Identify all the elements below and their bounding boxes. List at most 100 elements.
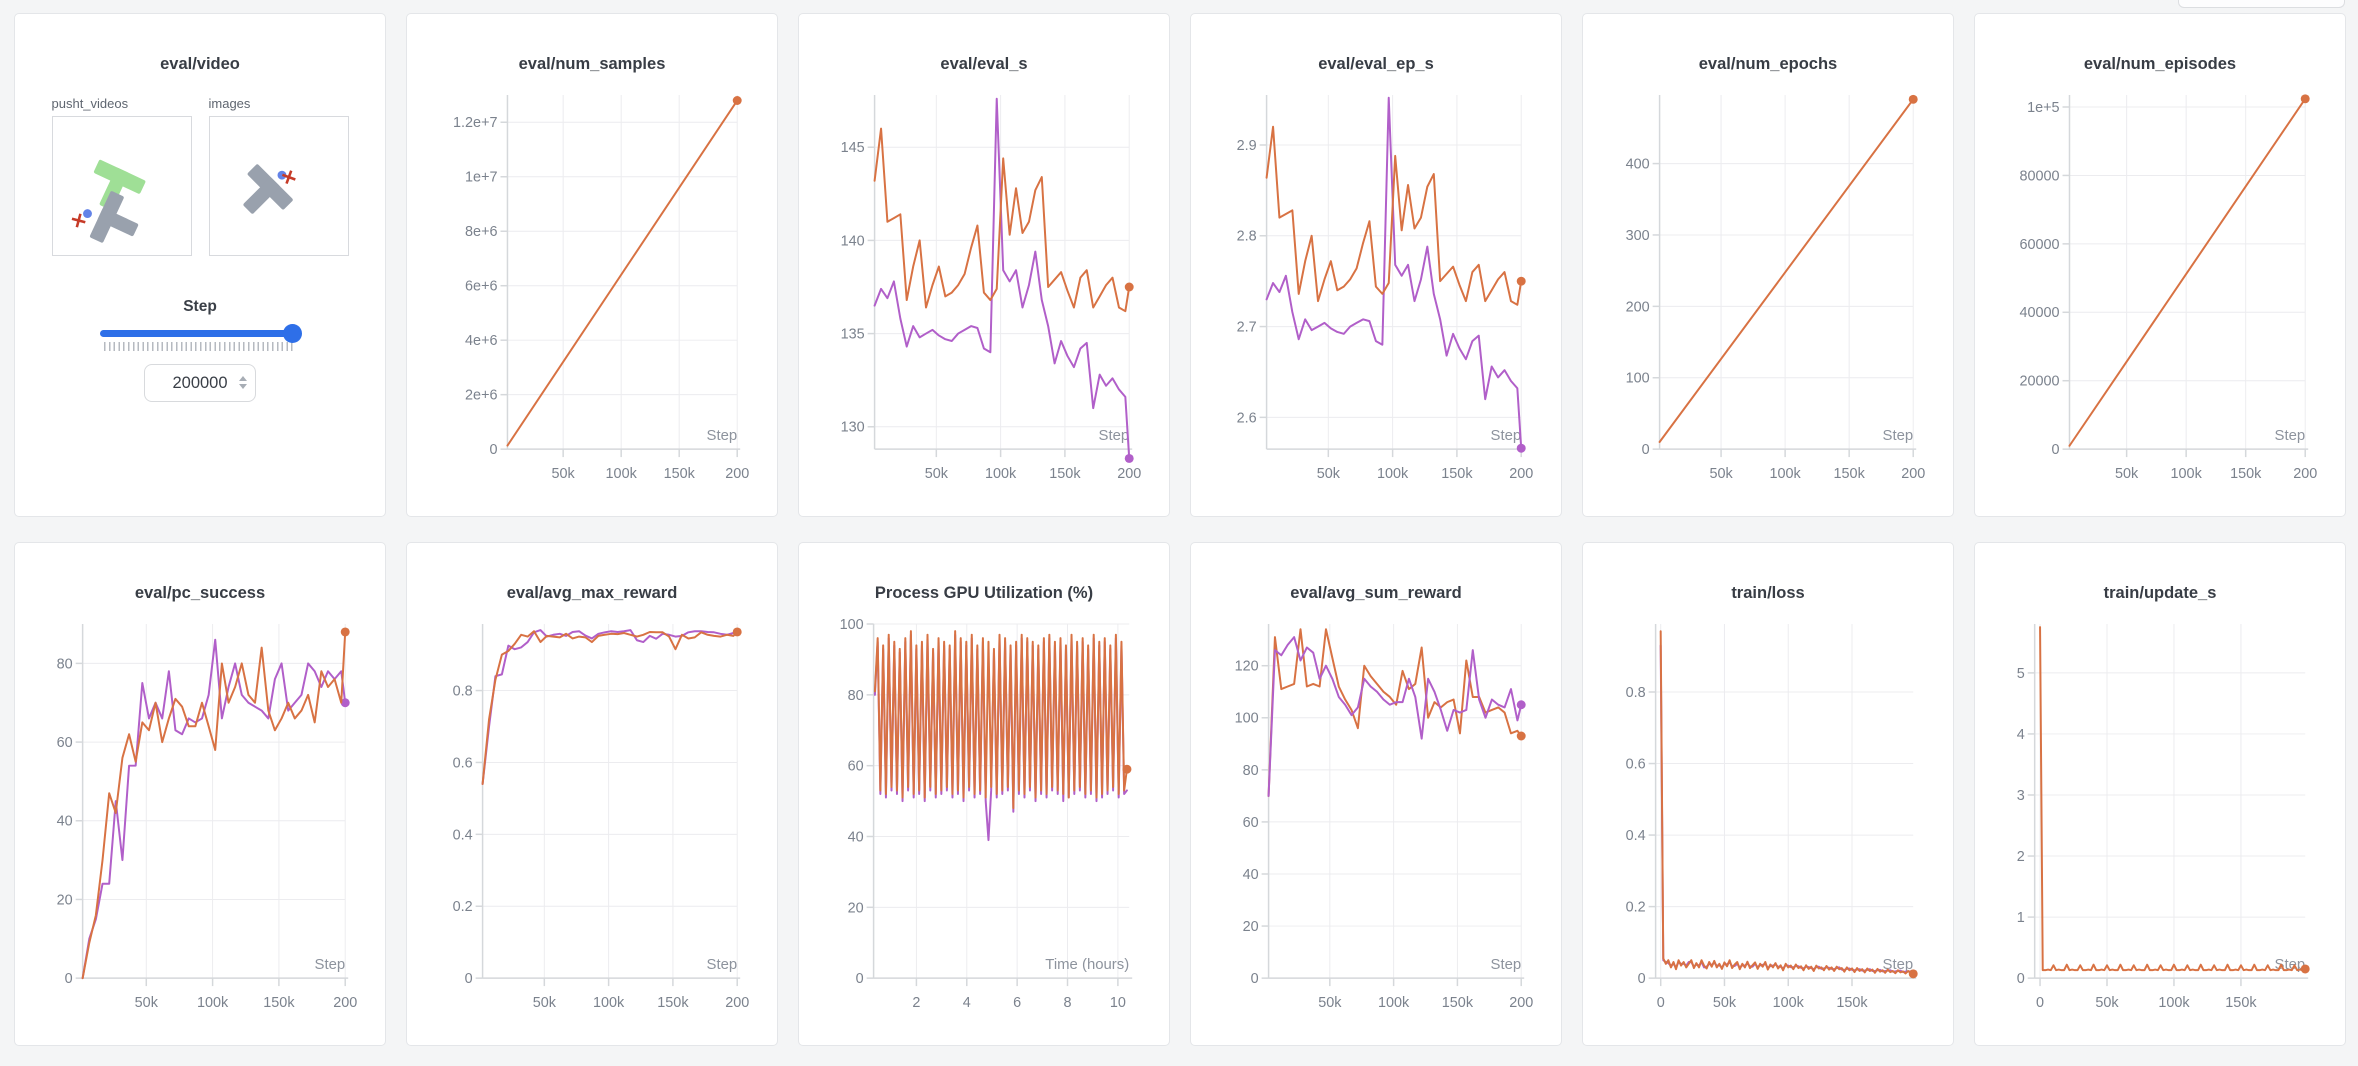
series-orange [1659,630,1915,975]
series-purple [1659,644,1915,974]
chart-eval_s[interactable]: 130 135 140 145 50k 100k 150k 200 Step [799,74,1169,504]
x-axis-label: Time (hours) [1045,957,1129,973]
svg-text:50k: 50k [552,466,576,482]
panel-train_update_s: train/update_s 0 1 2 3 4 5 0 50k 100k 150k Step [1974,542,2346,1046]
svg-text:200: 200 [1901,466,1925,482]
svg-text:100k: 100k [1377,466,1409,482]
svg-text:0: 0 [1657,995,1665,1011]
goal-cross-icon [71,213,86,228]
svg-text:0: 0 [65,971,73,987]
chart-train_loss[interactable]: 0 0.2 0.4 0.6 0.8 0 50k 100k 150k Step [1583,603,1953,1033]
chart-avg_sum_reward[interactable]: 0 20 40 60 80 100 120 50k 100k 150k 200 Step [1191,603,1561,1033]
svg-text:200: 200 [725,466,749,482]
svg-text:4: 4 [963,995,971,1011]
green-target-t-shape [93,159,145,210]
chart-title: train/loss [1731,584,1805,602]
svg-text:40: 40 [1243,867,1259,883]
panel-eval_s: eval/eval_s 130 135 140 145 50k 100k 150k 200 Ste… [798,13,1170,517]
x-axis-label: Step [1491,957,1522,973]
end-marker-purple [1124,453,1134,463]
svg-text:100k: 100k [1773,995,1805,1011]
svg-text:2e+6: 2e+6 [465,388,497,404]
chart-title: eval/pc_success [134,584,266,602]
svg-text:200: 200 [1509,995,1533,1011]
svg-text:50k: 50k [135,995,159,1011]
svg-text:150k: 150k [2230,466,2262,482]
end-marker-orange [1908,969,1918,979]
svg-text:200: 200 [1117,466,1141,482]
svg-text:100: 100 [840,617,864,633]
chart-title: eval/eval_ep_s [1318,55,1434,73]
svg-text:0: 0 [1251,971,1259,987]
svg-text:130: 130 [841,420,865,436]
step-slider[interactable] [100,324,302,343]
chart-title: eval/num_epochs [1698,55,1838,73]
step-increment-icon[interactable] [239,376,247,381]
chart-avg_max_reward[interactable]: 0 0.2 0.4 0.6 0.8 50k 100k 150k 200 Step [407,603,777,1033]
svg-text:200: 200 [1509,466,1533,482]
svg-text:300: 300 [1626,228,1650,244]
image-thumbnail[interactable] [208,116,349,256]
svg-text:120: 120 [1235,659,1259,675]
svg-text:20000: 20000 [2019,374,2059,390]
svg-text:150k: 150k [1049,466,1081,482]
step-decrement-icon[interactable] [239,384,247,389]
horizontal-scrollbar-nub [2178,0,2345,8]
svg-text:0.2: 0.2 [453,899,473,915]
svg-text:200: 200 [725,995,749,1011]
svg-text:100k: 100k [197,995,229,1011]
svg-text:20: 20 [848,900,864,916]
step-slider-label: Step [183,298,217,315]
video-thumbnail-pusht[interactable] [51,116,192,256]
panel-train_loss: train/loss 0 0.2 0.4 0.6 0.8 0 50k 100k 150k Step [1582,542,1954,1046]
chart-num_episodes[interactable]: 0 20000 40000 60000 80000 1e+5 50k 100k 150k 200 S… [1975,74,2345,504]
svg-text:0: 0 [2036,995,2044,1011]
end-marker-purple [1516,443,1526,453]
svg-text:100k: 100k [985,466,1017,482]
end-marker-purple [1516,700,1526,710]
chart-title: eval/num_episodes [2083,55,2237,73]
svg-text:150k: 150k [1441,466,1473,482]
chart-title: eval/num_samples [518,55,666,73]
step-slider-knob[interactable] [283,324,302,343]
svg-text:100k: 100k [1769,466,1801,482]
chart-num_epochs[interactable]: 0 100 200 300 400 50k 100k 150k 200 Step [1583,74,1953,504]
svg-text:0.6: 0.6 [453,755,473,771]
svg-text:0.4: 0.4 [453,827,473,843]
chart-gpu_util[interactable]: 0 20 40 60 80 100 2 4 6 8 10 Time (hours) [799,603,1169,1033]
series-orange [873,127,1131,313]
pusht-video-frame [71,159,145,243]
series-orange [2068,97,2307,447]
svg-text:100k: 100k [1378,995,1410,1011]
series-orange [506,99,739,447]
svg-text:8e+6: 8e+6 [465,224,497,240]
svg-text:150k: 150k [1834,466,1866,482]
video-key-label: pusht_videos [51,96,129,111]
step-stepper[interactable] [239,376,247,389]
series-orange [873,630,1128,810]
chart-num_samples[interactable]: 0 2e+6 4e+6 6e+6 8e+6 1e+7 1.2e+7 50k 100k 150k 20… [407,74,777,504]
svg-text:0: 0 [2052,442,2060,458]
end-marker-orange [1516,731,1526,741]
svg-text:400: 400 [1626,157,1650,173]
svg-text:100k: 100k [606,466,638,482]
step-value-input[interactable] [144,364,256,402]
media-key-labels: pusht_videos images [52,96,349,111]
chart-eval_ep_s[interactable]: 2.6 2.7 2.8 2.9 50k 100k 150k 200 Step [1191,74,1561,504]
svg-text:145: 145 [841,140,865,156]
svg-text:1e+7: 1e+7 [465,170,497,186]
x-axis-label: Step [1491,428,1522,444]
svg-text:0.8: 0.8 [453,684,473,700]
end-marker-orange [1516,276,1526,286]
chart-pc_success[interactable]: 0 20 40 60 80 50k 100k 150k 200 Step [15,603,385,1033]
svg-text:200: 200 [2293,466,2317,482]
svg-text:150k: 150k [664,466,696,482]
svg-text:20: 20 [1243,919,1259,935]
svg-text:0.8: 0.8 [1626,685,1646,701]
panel-eval-video: eval/video pusht_videos images [14,13,386,517]
svg-text:2: 2 [912,995,920,1011]
series-purple [1267,636,1523,797]
svg-text:50k: 50k [925,466,949,482]
series-purple [1265,96,1523,450]
